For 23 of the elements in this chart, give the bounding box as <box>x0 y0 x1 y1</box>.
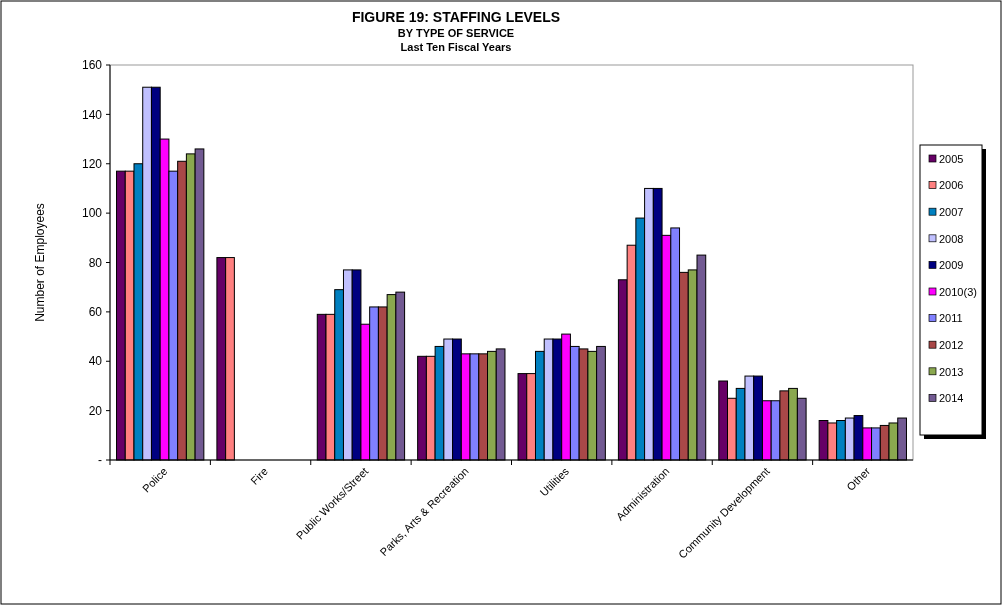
legend-label: 2011 <box>939 312 963 325</box>
legend-label: 2008 <box>939 232 964 245</box>
legend-label: 2014 <box>939 392 964 405</box>
y-tick-label: 160 <box>81 58 103 73</box>
legend-label: 2012 <box>939 339 964 352</box>
y-tick-label: 80 <box>88 255 103 270</box>
legend-label: 2006 <box>939 179 964 192</box>
y-tick-label: - <box>98 453 102 468</box>
y-tick-label: 60 <box>88 305 103 320</box>
y-tick-label: 100 <box>81 206 103 221</box>
y-tick-label: 20 <box>88 403 103 418</box>
y-tick-label: 40 <box>88 354 103 369</box>
y-tick-label: 120 <box>81 156 103 171</box>
legend-label: 2007 <box>939 206 964 219</box>
legend-label: 2013 <box>939 365 964 378</box>
x-tick-label: Fire <box>248 464 270 487</box>
legend-label: 2010(3) <box>939 285 977 298</box>
legend-label: 2009 <box>939 259 964 272</box>
legend-label: 2005 <box>939 152 964 165</box>
chart-title: FIGURE 19: STAFFING LEVELS <box>351 9 561 25</box>
y-tick-label: 140 <box>81 107 103 122</box>
chart-subtitle: BY TYPE OF SERVICE Last Ten Fiscal Years <box>397 27 515 53</box>
y-axis-title: Number of Employees <box>33 203 47 322</box>
